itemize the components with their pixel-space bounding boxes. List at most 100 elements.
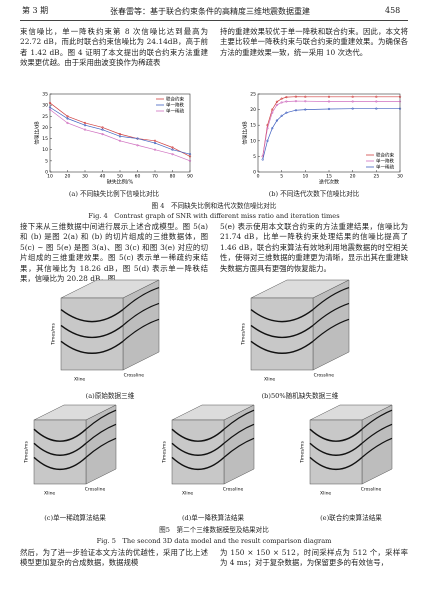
point <box>66 115 69 118</box>
x-tick-label: 15 <box>326 174 332 180</box>
y-tick-label: 25 <box>250 92 256 98</box>
point <box>375 95 378 98</box>
cube-front <box>309 419 363 485</box>
point <box>275 100 279 103</box>
y-tick-label: 5 <box>253 154 256 160</box>
point <box>294 99 298 103</box>
cube: Times/ms Xline Crossline <box>24 404 117 497</box>
cube-front <box>33 419 87 485</box>
y-tick-label: 5 <box>45 158 48 164</box>
event <box>33 428 87 442</box>
event <box>361 423 393 444</box>
legend-label: 单一稀疏 <box>376 164 394 171</box>
point <box>398 95 402 98</box>
point <box>304 100 307 103</box>
paragraph: 5(e) 表示使用本文联合约束的方法重建结果，信噪比为 21.74 dB，比单一… <box>220 222 408 273</box>
point <box>275 103 279 107</box>
subcaption: (a)原始数据三维 <box>85 392 135 400</box>
page-number: 458 <box>385 6 401 15</box>
event <box>85 437 117 458</box>
y-tick-label: 15 <box>42 136 48 142</box>
point <box>280 101 283 104</box>
issue: 第 3 期 <box>22 6 49 15</box>
event <box>361 437 393 458</box>
series-line <box>262 100 400 157</box>
figure-caption: 图 4 不同缺失比例和迭代次数信噪比对比 <box>151 202 277 210</box>
event <box>309 442 363 456</box>
axis-label: Times/ms <box>162 441 168 464</box>
point <box>327 100 331 103</box>
event <box>171 428 225 442</box>
event <box>250 309 314 323</box>
event <box>309 428 363 442</box>
x-tick-label: 10 <box>302 174 308 180</box>
axis-label: Xline <box>264 377 275 383</box>
x-tick-label: 20 <box>350 174 356 180</box>
axis-label: Crossline <box>361 487 382 493</box>
point <box>351 95 354 98</box>
point <box>136 144 139 147</box>
point <box>327 95 331 98</box>
point <box>271 111 274 114</box>
x-tick-label: 50 <box>117 174 123 180</box>
y-axis-label: 信噪比/dB <box>242 121 249 145</box>
event <box>312 287 350 311</box>
event <box>223 423 255 444</box>
series-line <box>49 109 191 162</box>
point <box>118 139 122 142</box>
point <box>153 141 157 145</box>
header-rule <box>20 20 408 21</box>
event <box>312 302 350 326</box>
subcaption: (b)50%随机缺失数据三维 <box>261 392 339 400</box>
figure-caption: Fig. 4 Contrast graph of SNR with differ… <box>88 212 340 220</box>
point <box>271 108 274 111</box>
legend-label: 单一降秩 <box>166 102 184 109</box>
event <box>122 318 160 342</box>
cube: Times/ms Xline Crossline <box>51 279 160 383</box>
point <box>280 97 283 100</box>
point <box>304 108 307 111</box>
axis-label: Crossline <box>85 487 106 493</box>
y-tick-label: 20 <box>250 107 256 113</box>
event <box>223 437 255 458</box>
legend-label: 联合约束 <box>376 152 394 159</box>
point <box>66 117 69 120</box>
event <box>122 287 160 311</box>
event <box>171 456 225 470</box>
y-axis-label: 信噪比/dB <box>34 121 41 145</box>
point <box>275 119 279 122</box>
axis-label: Crossline <box>223 487 244 493</box>
event <box>60 340 124 354</box>
point <box>285 100 288 103</box>
point <box>171 148 174 151</box>
event <box>85 423 117 444</box>
paragraph: 为 150 × 150 × 512，时间采样点为 512 个，采样率为 4 ms… <box>220 548 408 568</box>
axis-label: Times/ms <box>241 323 247 346</box>
subcaption: (e)联合约束算法结果 <box>320 514 382 522</box>
x-tick-label: 30 <box>82 174 88 180</box>
subcaption: (c)单一稀疏算法结果 <box>44 514 106 522</box>
point <box>294 95 298 98</box>
point <box>294 109 298 112</box>
point <box>48 101 52 105</box>
point <box>351 107 354 110</box>
event <box>312 318 350 342</box>
point <box>266 139 269 142</box>
point <box>304 95 307 98</box>
running-title: 张春雷等：基于联合约束条件的高精度三维地震数据重建 <box>110 7 310 16</box>
y-tick-label: 15 <box>250 123 256 129</box>
x-tick-label: 70 <box>152 174 158 180</box>
paragraph: 束信噪比，单一降秩约束第 8 次信噪比达到最高为 22.72 dB，而此时联合约… <box>20 27 208 68</box>
x-tick-label: 25 <box>373 174 379 180</box>
axis-label: Times/ms <box>51 323 57 346</box>
y-tick-label: 35 <box>42 92 48 98</box>
x-tick-label: 20 <box>65 174 71 180</box>
point <box>285 111 288 114</box>
event <box>60 309 124 323</box>
event <box>250 340 314 354</box>
point <box>375 107 378 110</box>
x-tick-label: 90 <box>187 174 193 180</box>
paragraph: 持的重建效果较优于单一降秩和联合约束。因此，本文将主要比较单一降秩约束与联合约束… <box>220 27 408 57</box>
point <box>271 127 274 130</box>
y-tick-label: 30 <box>42 103 48 109</box>
